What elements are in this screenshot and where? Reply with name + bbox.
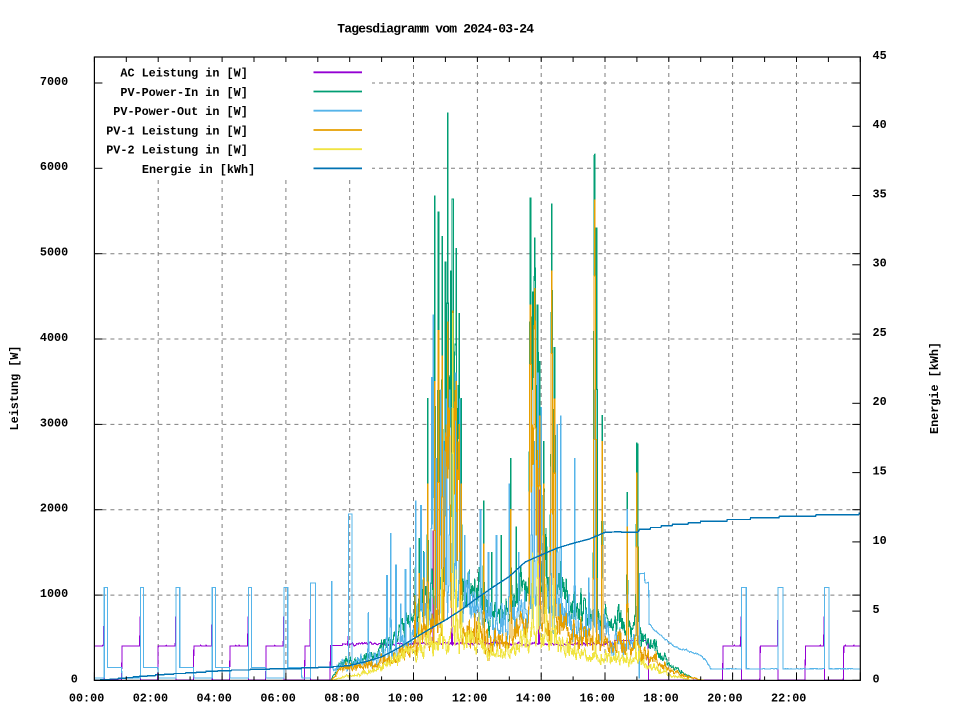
svg-text:PV-Power-In in [W]: PV-Power-In in [W] bbox=[120, 86, 247, 100]
svg-text:12:00: 12:00 bbox=[452, 691, 487, 705]
svg-text:Tagesdiagramm vom 2024-03-24: Tagesdiagramm vom 2024-03-24 bbox=[337, 22, 534, 37]
svg-text:16:00: 16:00 bbox=[579, 691, 614, 705]
svg-text:Energie [kWh]: Energie [kWh] bbox=[928, 342, 942, 434]
svg-text:45: 45 bbox=[873, 49, 887, 63]
svg-text:PV-1 Leistung in [W]: PV-1 Leistung in [W] bbox=[106, 124, 248, 138]
svg-text:20: 20 bbox=[873, 395, 887, 409]
svg-text:02:00: 02:00 bbox=[133, 691, 168, 705]
svg-text:Leistung [W]: Leistung [W] bbox=[8, 346, 22, 431]
svg-text:PV-Power-Out in [W]: PV-Power-Out in [W] bbox=[113, 105, 248, 119]
svg-text:25: 25 bbox=[873, 326, 887, 340]
svg-text:10: 10 bbox=[873, 534, 887, 548]
svg-text:Energie in [kWh]: Energie in [kWh] bbox=[142, 163, 255, 177]
svg-text:10:00: 10:00 bbox=[388, 691, 423, 705]
svg-text:0: 0 bbox=[873, 672, 880, 686]
svg-text:35: 35 bbox=[873, 187, 887, 201]
svg-text:00:00: 00:00 bbox=[69, 691, 104, 705]
svg-text:7000: 7000 bbox=[40, 75, 68, 89]
svg-text:08:00: 08:00 bbox=[324, 691, 359, 705]
svg-text:5000: 5000 bbox=[40, 246, 68, 260]
svg-text:4000: 4000 bbox=[40, 331, 68, 345]
svg-text:5: 5 bbox=[873, 603, 880, 617]
svg-text:PV-2 Leistung in [W]: PV-2 Leistung in [W] bbox=[106, 144, 248, 158]
svg-text:0: 0 bbox=[71, 672, 78, 686]
svg-text:15: 15 bbox=[873, 465, 887, 479]
svg-text:06:00: 06:00 bbox=[260, 691, 295, 705]
svg-text:AC Leistung in [W]: AC Leistung in [W] bbox=[120, 67, 247, 81]
svg-text:14:00: 14:00 bbox=[516, 691, 551, 705]
svg-text:6000: 6000 bbox=[40, 160, 68, 174]
svg-text:40: 40 bbox=[873, 118, 887, 132]
svg-text:1000: 1000 bbox=[40, 587, 68, 601]
svg-text:18:00: 18:00 bbox=[643, 691, 678, 705]
svg-text:2000: 2000 bbox=[40, 502, 68, 516]
svg-text:3000: 3000 bbox=[40, 416, 68, 430]
svg-text:04:00: 04:00 bbox=[196, 691, 231, 705]
svg-text:22:00: 22:00 bbox=[771, 691, 806, 705]
svg-text:30: 30 bbox=[873, 257, 887, 271]
svg-text:20:00: 20:00 bbox=[707, 691, 742, 705]
